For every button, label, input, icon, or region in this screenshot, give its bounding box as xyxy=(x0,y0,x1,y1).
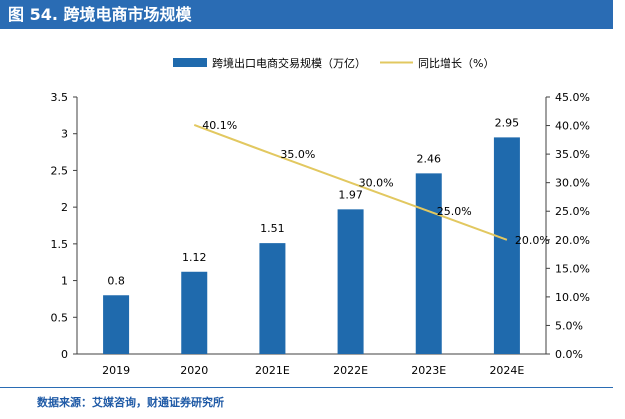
legend-line-label: 同比增长（%） xyxy=(418,56,494,70)
x-axis-tick-label: 2024E xyxy=(489,364,524,377)
left-axis-tick-label: 0.5 xyxy=(51,311,69,324)
left-axis-tick-label: 2.5 xyxy=(51,164,69,177)
right-axis-tick-label: 35.0% xyxy=(555,148,590,161)
right-axis-tick-label: 45.0% xyxy=(555,91,590,104)
line-data-label: 20.0% xyxy=(515,234,550,247)
bar xyxy=(259,243,286,354)
left-axis-tick-label: 1.5 xyxy=(51,238,69,251)
bar-data-label: 2.95 xyxy=(495,116,520,129)
right-axis-tick-label: 20.0% xyxy=(555,234,590,247)
source-divider xyxy=(0,387,613,388)
line-data-label: 30.0% xyxy=(359,177,394,190)
right-axis-tick-label: 40.0% xyxy=(555,120,590,133)
left-axis-tick-label: 2 xyxy=(61,201,68,214)
bar-data-label: 1.51 xyxy=(260,222,285,235)
chart-area: 跨境出口电商交易规模（万亿） 同比增长（%） 0 0.5 1 1.5 2 2.5 3 3.5 0.0… xyxy=(0,36,625,386)
chart-svg: 跨境出口电商交易规模（万亿） 同比增长（%） 0 0.5 1 1.5 2 2.5 3 3.5 0.0… xyxy=(51,56,590,377)
bar-data-label: 1.12 xyxy=(182,251,207,264)
x-axis-tick-label: 2021E xyxy=(255,364,290,377)
line-data-label: 40.1% xyxy=(202,119,237,132)
bar-data-label: 0.8 xyxy=(107,274,125,287)
bar-data-label: 2.46 xyxy=(417,152,442,165)
right-axis-tick-label: 25.0% xyxy=(555,205,590,218)
left-axis-tick-label: 0 xyxy=(61,348,68,361)
legend-bar-swatch xyxy=(173,58,207,67)
x-axis-tick-label: 2022E xyxy=(333,364,368,377)
line-data-label: 25.0% xyxy=(437,205,472,218)
bar-data-label: 1.97 xyxy=(338,188,363,201)
bar xyxy=(337,209,364,354)
x-axis-tick-label: 2020 xyxy=(180,364,208,377)
x-axis-tick-label: 2019 xyxy=(102,364,130,377)
right-axis-tick-label: 15.0% xyxy=(555,262,590,275)
right-axis-tick-label: 0.0% xyxy=(555,348,583,361)
figure-title-bar: 图 54. 跨境电商市场规模 xyxy=(0,0,613,29)
bar xyxy=(493,137,520,354)
x-axis-tick-label: 2023E xyxy=(411,364,446,377)
left-axis-tick-label: 3 xyxy=(61,128,68,141)
right-axis-tick-label: 30.0% xyxy=(555,177,590,190)
bar xyxy=(181,271,208,354)
line-data-label: 35.0% xyxy=(280,148,315,161)
right-axis-tick-label: 10.0% xyxy=(555,291,590,304)
source-note: 数据来源：艾媒咨询，财通证券研究所 xyxy=(37,396,224,409)
growth-line xyxy=(193,124,508,241)
bar xyxy=(415,173,442,354)
figure-title: 图 54. 跨境电商市场规模 xyxy=(8,5,192,24)
legend-bar-label: 跨境出口电商交易规模（万亿） xyxy=(212,56,366,70)
left-axis-tick-label: 1 xyxy=(61,275,68,288)
left-axis-tick-label: 3.5 xyxy=(51,91,69,104)
bar xyxy=(103,295,130,354)
right-axis-tick-label: 5.0% xyxy=(555,319,583,332)
